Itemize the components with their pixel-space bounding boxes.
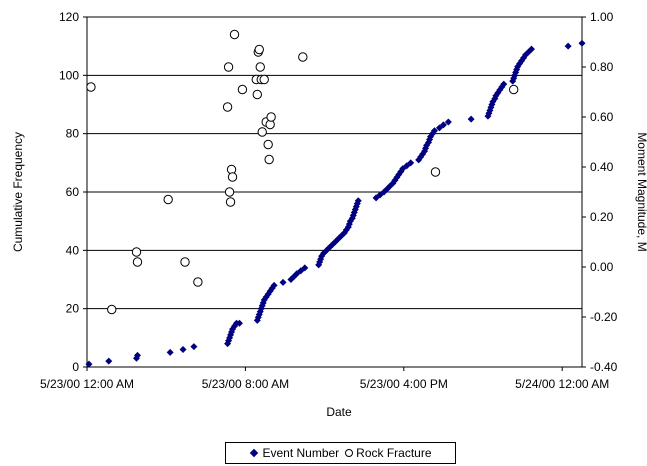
y-tick-label: 40 — [66, 243, 80, 257]
data-point — [257, 127, 267, 137]
x-tick-label: 5/23/00 4:00 PM — [360, 377, 448, 391]
data-point — [564, 42, 572, 50]
y-axis-title: Cumulative Frequency — [11, 132, 25, 252]
y2-tick-label: 1.00 — [590, 10, 614, 24]
y2-tick-label: 0.20 — [590, 210, 614, 224]
diamond-marker-icon — [250, 448, 259, 458]
data-point — [180, 257, 190, 267]
legend-label-rock-fracture: Rock Fracture — [356, 446, 432, 460]
data-point — [222, 102, 233, 112]
data-point — [279, 278, 287, 286]
data-point — [86, 82, 96, 92]
data-point — [107, 304, 117, 315]
grid-lines — [87, 16, 582, 310]
data-point — [85, 360, 93, 368]
data-point — [132, 257, 143, 267]
data-point — [430, 127, 438, 135]
y2-tick-label: 0.00 — [590, 260, 614, 274]
data-point — [131, 247, 142, 257]
circle-marker-icon — [345, 449, 354, 457]
x-tick-label: 5/23/00 12:00 AM — [40, 377, 134, 391]
data-point — [166, 348, 174, 356]
data-point — [508, 84, 519, 95]
y-tick-label: 100 — [59, 68, 79, 82]
data-point — [225, 197, 236, 207]
legend: Event Number Rock Fracture — [225, 442, 456, 464]
data-point — [298, 52, 308, 62]
legend-label-event-number: Event Number — [262, 446, 340, 460]
y-tick-label: 80 — [66, 127, 80, 141]
data-point — [237, 84, 248, 95]
x-axis-title: Date — [326, 405, 352, 419]
series-rock-fracture — [86, 29, 519, 315]
data-point — [229, 29, 240, 40]
x-tick-labels: 5/23/00 12:00 AM 5/23/00 8:00 AM 5/23/00 4… — [40, 377, 609, 391]
data-point — [500, 80, 508, 88]
y2-tick-labels: -0.40 -0.20 0.00 0.20 0.40 0.60 0.80 1.00 — [590, 10, 618, 374]
y-tick-label: 0 — [72, 360, 79, 374]
data-point — [430, 167, 441, 177]
data-point — [354, 197, 362, 205]
y2-tick-label: 0.60 — [590, 110, 614, 124]
y-tick-label: 60 — [66, 185, 80, 199]
y2-tick-label: -0.40 — [590, 360, 618, 374]
data-point — [252, 89, 262, 100]
data-point — [133, 351, 141, 359]
data-point — [224, 187, 235, 197]
data-point — [105, 357, 113, 365]
legend-item-rock-fracture: Rock Fracture — [345, 446, 432, 460]
series-event-number — [85, 39, 586, 368]
data-point — [439, 121, 447, 129]
x-tick-label: 5/24/00 12:00 AM — [515, 377, 609, 391]
data-point — [190, 343, 198, 351]
axes — [83, 16, 586, 371]
y-tick-label: 120 — [59, 10, 79, 24]
data-point — [407, 159, 415, 167]
legend-item-event-number: Event Number — [249, 446, 339, 460]
data-point — [444, 118, 452, 126]
data-point — [264, 154, 274, 165]
data-point — [227, 172, 238, 182]
data-point — [467, 115, 475, 123]
x-tick-label: 5/23/00 8:00 AM — [202, 377, 289, 391]
series-marks — [85, 29, 586, 368]
data-point — [259, 74, 269, 85]
data-point — [270, 281, 278, 289]
data-point — [528, 45, 536, 53]
data-point — [255, 62, 265, 72]
data-point — [163, 194, 173, 205]
data-point — [263, 139, 273, 150]
y2-tick-label: -0.20 — [590, 310, 618, 324]
data-point — [254, 44, 264, 55]
data-point — [235, 319, 243, 327]
data-point — [578, 39, 586, 47]
data-point — [193, 277, 203, 287]
data-point — [266, 112, 276, 122]
data-point — [179, 346, 187, 353]
y-tick-labels: 0 20 40 60 80 100 120 — [59, 10, 79, 374]
y-tick-label: 20 — [66, 302, 80, 316]
y2-tick-label: 0.40 — [590, 160, 614, 174]
y2-tick-label: 0.80 — [590, 60, 614, 74]
data-point — [301, 264, 309, 272]
y2-axis-title: Moment Magnitude, M — [635, 132, 647, 251]
data-point — [223, 62, 234, 72]
